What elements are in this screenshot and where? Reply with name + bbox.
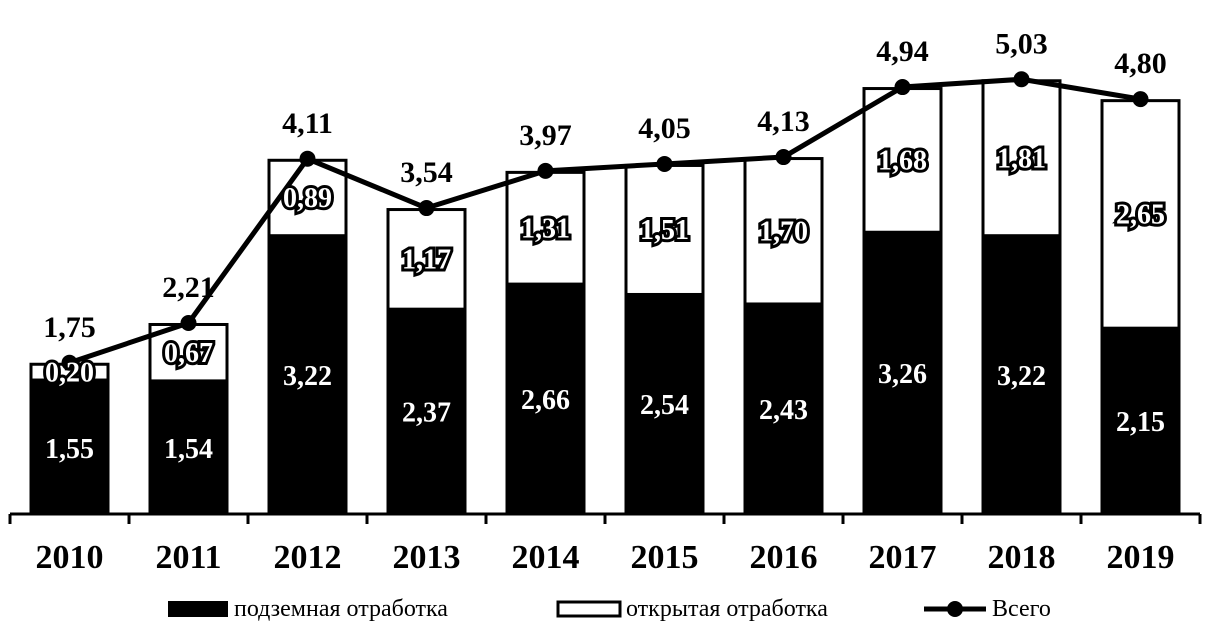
label-underground-2015: 2,54 xyxy=(640,390,689,421)
bar-underground-2016 xyxy=(743,303,824,514)
x-tick-label-2015: 2015 xyxy=(631,539,699,576)
bar-open-2013 xyxy=(386,208,467,311)
label-total-2010: 1,75 xyxy=(43,311,96,344)
total-line xyxy=(68,76,1141,366)
label-underground-2010: 1,55 xyxy=(45,434,94,465)
x-axis: 2010 2011 2012 2013 2014 2015 2016 2017 2018 2019 xyxy=(8,512,1202,576)
bar-underground-2012 xyxy=(267,235,348,514)
bar-underground-2019 xyxy=(1100,328,1181,514)
x-tick-label-2010: 2010 xyxy=(36,539,104,576)
legend-marker-total xyxy=(947,601,963,617)
bar-underground-2018 xyxy=(981,235,1062,514)
total-point-2012 xyxy=(299,150,316,167)
bar-underground-2017 xyxy=(862,232,943,514)
label-total-2013: 3,54 xyxy=(400,156,453,189)
x-tick-label-2014: 2014 xyxy=(512,539,580,576)
label-underground-2018: 3,22 xyxy=(997,361,1046,392)
label-total-2012: 4,11 xyxy=(282,107,333,140)
x-tick-label-2018: 2018 xyxy=(988,539,1056,576)
total-point-2014 xyxy=(537,162,554,179)
legend-label-open: открытая отработка xyxy=(626,596,828,622)
label-underground-2011: 1,54 xyxy=(164,434,213,465)
legend-label-total: Всего xyxy=(992,596,1051,622)
label-total-2016: 4,13 xyxy=(757,105,810,138)
x-tick-label-2012: 2012 xyxy=(274,539,342,576)
total-point-2017 xyxy=(894,79,911,96)
label-underground-2012: 3,22 xyxy=(283,361,332,392)
label-open-2013: 1,17 xyxy=(402,245,451,276)
bar-underground-2011 xyxy=(148,380,229,514)
bar-open-2019 xyxy=(1100,99,1181,330)
label-open-2016: 1,70 xyxy=(759,217,808,248)
data-labels-group: 1,55 0,20 1,75 1,54 0,67 2,21 3,22 0,89 4,11 2,37… xyxy=(42,27,1168,465)
label-total-2015: 4,05 xyxy=(638,112,691,145)
label-open-2011: 0,67 xyxy=(164,338,213,369)
label-underground-2019: 2,15 xyxy=(1116,407,1165,438)
label-underground-2013: 2,37 xyxy=(402,398,451,429)
label-open-2017: 1,68 xyxy=(878,146,927,177)
label-total-2014: 3,97 xyxy=(519,119,572,152)
label-total-2017: 4,94 xyxy=(876,35,929,68)
label-open-2018: 1,81 xyxy=(997,143,1046,174)
x-tick-label-2013: 2013 xyxy=(393,539,461,576)
label-underground-2016: 2,43 xyxy=(759,395,808,426)
label-underground-2017: 3,26 xyxy=(878,359,927,390)
label-open-2010: 0,20 xyxy=(45,357,94,388)
x-tick-label-2019: 2019 xyxy=(1107,539,1175,576)
label-open-2015: 1,51 xyxy=(640,215,689,246)
bar-underground-2014 xyxy=(505,284,586,514)
total-point-2010 xyxy=(61,354,78,371)
total-point-2018 xyxy=(1013,71,1030,88)
legend-swatch-underground xyxy=(168,601,228,617)
total-line-group xyxy=(61,71,1149,371)
label-total-2011: 2,21 xyxy=(162,271,215,304)
label-total-2019: 4,80 xyxy=(1114,47,1167,80)
x-tick-label-2016: 2016 xyxy=(750,539,818,576)
label-open-2019: 2,65 xyxy=(1116,200,1165,231)
total-point-2016 xyxy=(775,149,792,166)
label-underground-2014: 2,66 xyxy=(521,385,570,416)
total-point-2013 xyxy=(418,200,435,217)
x-tick-label-2011: 2011 xyxy=(155,539,221,576)
bar-open-2015 xyxy=(624,163,705,296)
total-point-2019 xyxy=(1132,91,1149,108)
label-open-2014: 1,31 xyxy=(521,213,570,244)
label-open-2012: 0,89 xyxy=(283,183,332,214)
x-tick-label-2017: 2017 xyxy=(869,539,937,576)
bars-group xyxy=(29,79,1181,514)
total-point-2015 xyxy=(656,155,673,172)
legend: подземная отработка открытая отработка Все… xyxy=(168,596,1051,622)
label-total-2018: 5,03 xyxy=(995,27,1048,60)
total-point-2011 xyxy=(180,314,197,331)
legend-swatch-open xyxy=(556,600,622,618)
bar-open-2017 xyxy=(862,87,943,234)
legend-label-underground: подземная отработка xyxy=(234,596,448,622)
bar-underground-2013 xyxy=(386,309,467,514)
bar-underground-2015 xyxy=(624,294,705,514)
bar-underground-2010 xyxy=(29,380,110,514)
